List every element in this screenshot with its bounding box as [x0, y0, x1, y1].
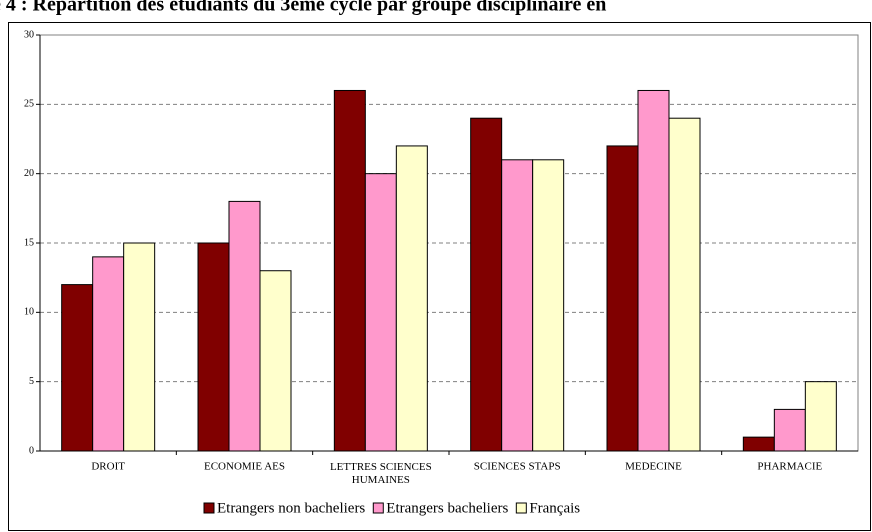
- legend-swatch: [203, 502, 215, 514]
- legend-swatch: [372, 502, 384, 514]
- bar: [228, 200, 261, 452]
- x-tick-label: MEDECINE: [625, 461, 682, 473]
- legend-label: Etrangers non bacheliers: [217, 500, 365, 516]
- x-tick-label: SCIENCES STAPS: [474, 461, 561, 473]
- y-tick-label: 0: [29, 445, 34, 456]
- x-tick-label: PHARMACIE: [757, 461, 822, 473]
- y-tick-label: 5: [29, 376, 34, 387]
- y-tick-label: 10: [24, 307, 34, 318]
- bar: [333, 89, 366, 452]
- chart-title: e 4 : Répartition des étudiants du 3ème …: [0, 0, 606, 16]
- bar: [606, 145, 639, 452]
- y-tick-label: 30: [24, 29, 34, 40]
- bar: [742, 436, 775, 452]
- bar: [395, 145, 428, 452]
- bar: [637, 89, 670, 452]
- bar: [123, 242, 156, 452]
- bar: [259, 270, 292, 452]
- bar: [532, 159, 565, 452]
- x-tick-label: LETTRES SCIENCES HUMAINES: [330, 461, 432, 486]
- x-tick-label: ECONOMIE AES: [204, 461, 285, 473]
- x-tick-label: DROIT: [91, 461, 125, 473]
- chart-border: [8, 22, 871, 531]
- bar: [501, 159, 534, 452]
- y-tick-label: 25: [24, 99, 34, 110]
- bar: [470, 117, 503, 452]
- bar: [92, 256, 125, 452]
- y-tick-label: 20: [24, 168, 34, 179]
- bar: [668, 117, 701, 452]
- legend-label: Etrangers bacheliers: [386, 500, 508, 516]
- bar: [773, 408, 806, 452]
- legend-label: Français: [529, 500, 580, 516]
- legend-box: [190, 498, 690, 519]
- bar: [61, 284, 94, 452]
- y-tick-label: 15: [24, 237, 34, 248]
- legend: Etrangers non bacheliers Etrangers bachel…: [190, 498, 690, 519]
- legend-swatch: [515, 502, 527, 514]
- bar: [197, 242, 230, 452]
- bar: [804, 381, 837, 452]
- bar: [364, 173, 397, 452]
